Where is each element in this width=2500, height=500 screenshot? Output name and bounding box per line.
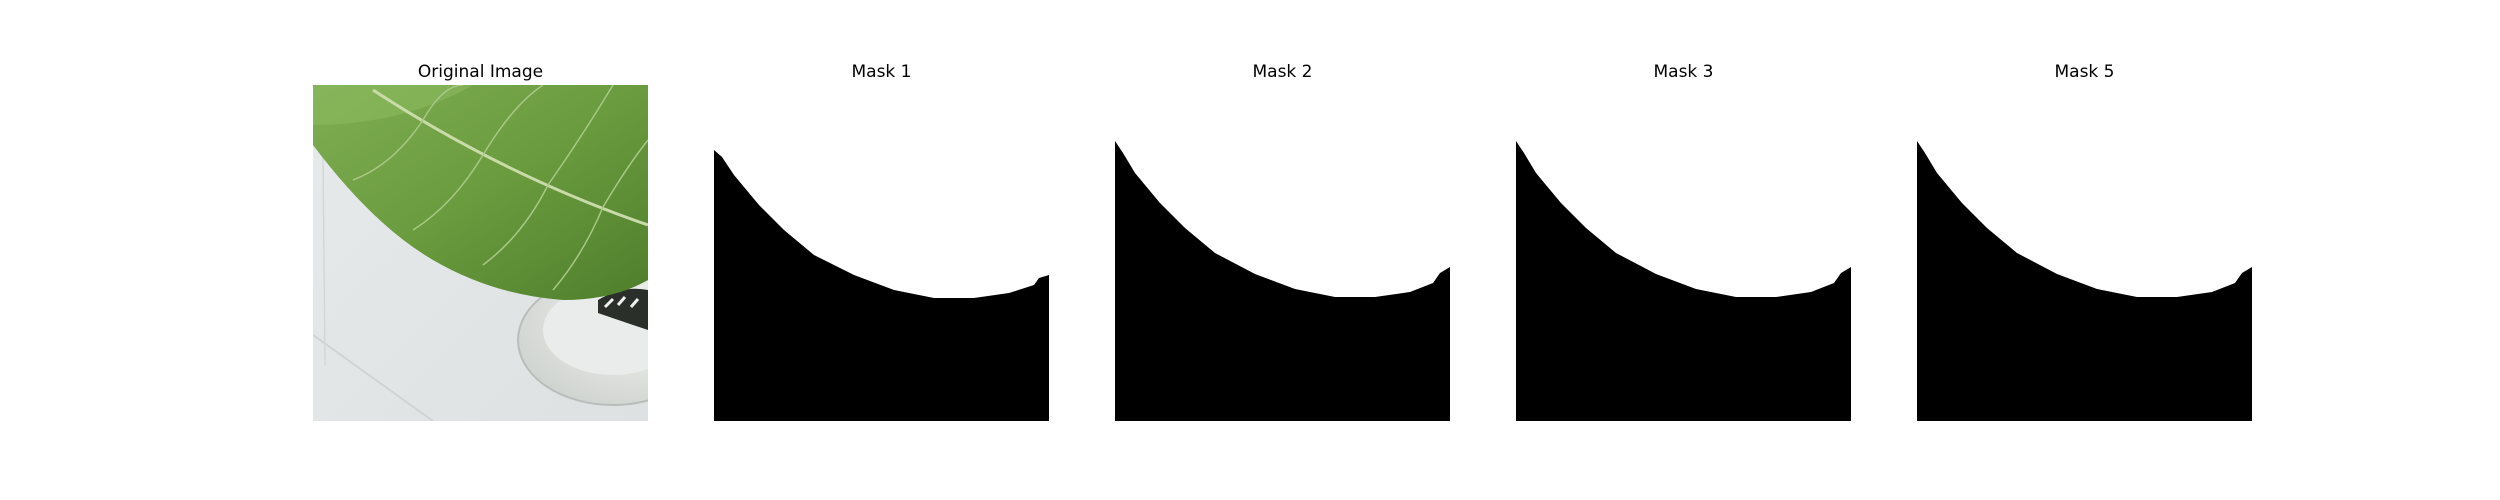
mask-3-image <box>1516 85 1851 421</box>
mask-1-title: Mask 1 <box>851 62 912 82</box>
original-image-title: Original Image <box>417 62 544 82</box>
mask-5-title: Mask 5 <box>2054 62 2115 82</box>
mask-3-title: Mask 3 <box>1653 62 1714 82</box>
mask-2-title: Mask 2 <box>1252 62 1313 82</box>
mask-5-image <box>1917 85 2252 421</box>
mask-2-image <box>1115 85 1450 421</box>
mask-1-image <box>714 85 1049 421</box>
original-image-photo <box>313 85 648 421</box>
